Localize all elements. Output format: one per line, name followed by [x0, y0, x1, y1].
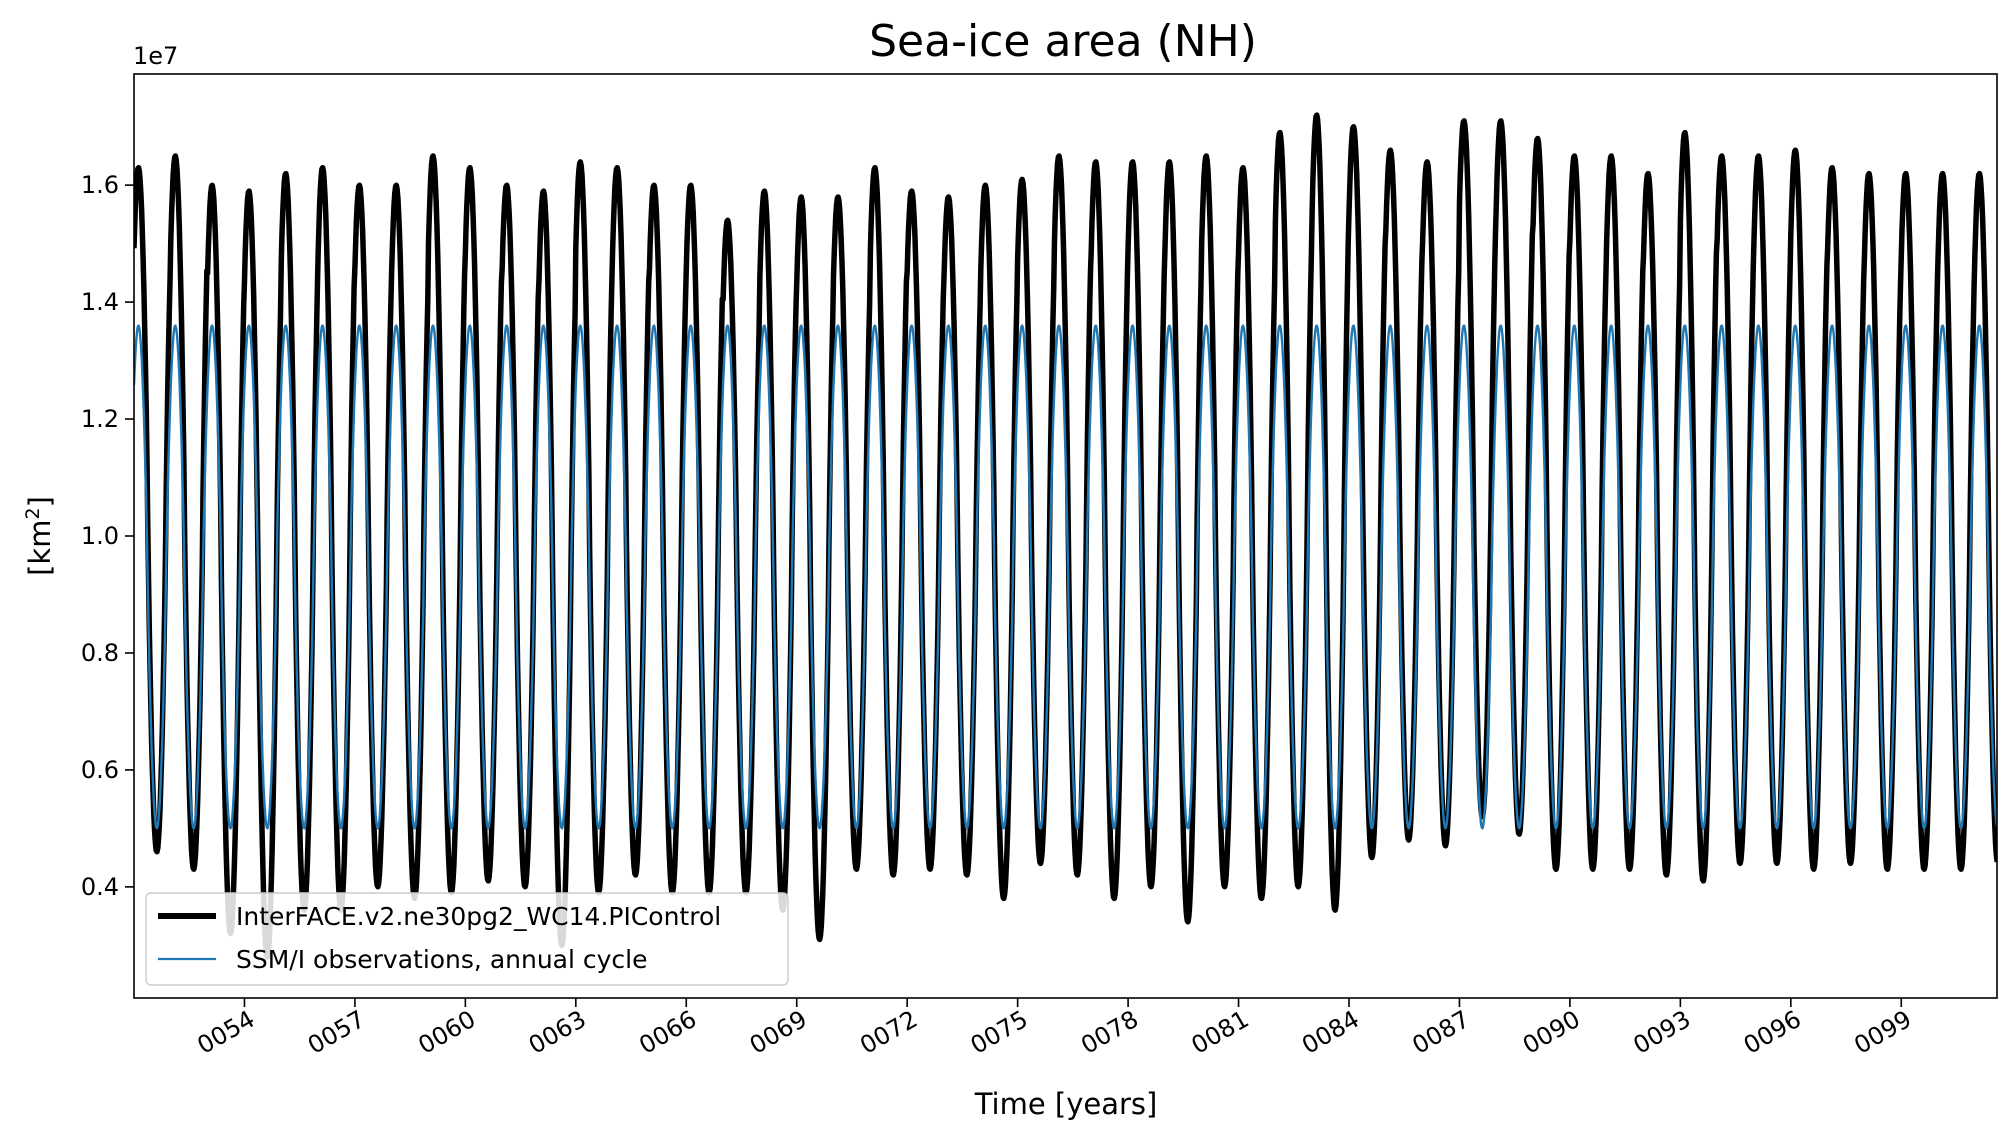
y-tick-label: 1.2: [81, 405, 119, 433]
series-line-observations: [134, 324, 1997, 830]
legend-label-model: InterFACE.v2.ne30pg2_WC14.PIControl: [236, 902, 721, 931]
series-layer: [134, 112, 1997, 960]
y-axis-label: [km2]: [22, 496, 57, 576]
legend: InterFACE.v2.ne30pg2_WC14.PIControl SSM/…: [145, 892, 789, 986]
y-offset-label: 1e7: [133, 42, 178, 70]
y-tick-label: 1.6: [81, 171, 119, 199]
y-tick-label: 1.0: [81, 522, 119, 550]
legend-label-observations: SSM/I observations, annual cycle: [236, 945, 648, 974]
y-tick-label: 1.4: [81, 288, 119, 316]
x-axis-label: Time [years]: [974, 1087, 1158, 1121]
y-axis: 0.4 0.6 0.8 1.0 1.2 1.4 1.6: [81, 171, 134, 901]
y-tick-label: 0.8: [81, 639, 119, 667]
chart-title: Sea-ice area (NH): [869, 16, 1257, 67]
y-axis-label-main: [km: [23, 520, 57, 576]
y-axis-label-superscript: 2: [22, 507, 44, 519]
legend-box: [145, 892, 789, 986]
y-tick-label: 0.4: [81, 873, 119, 901]
y-tick-label: 0.6: [81, 756, 119, 784]
y-axis-label-end: ]: [23, 496, 57, 507]
